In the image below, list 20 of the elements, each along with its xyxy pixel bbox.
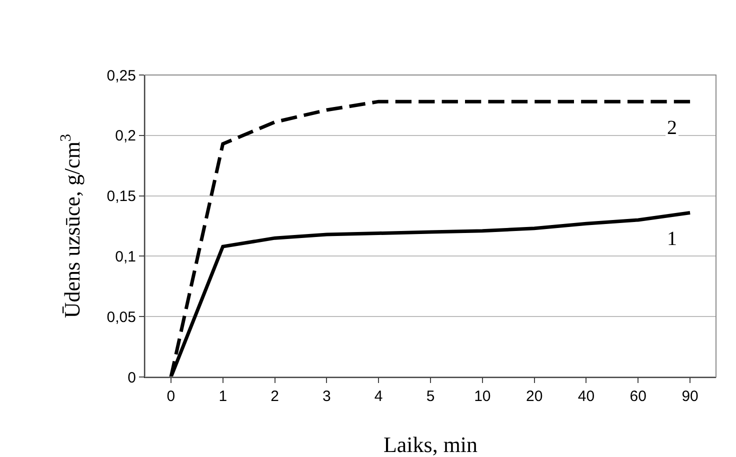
x-tick-label: 4: [374, 388, 383, 405]
x-tick-label: 20: [526, 388, 543, 405]
x-tick-label: 0: [166, 388, 176, 405]
x-tick-label: 2: [270, 388, 279, 405]
y-tick-label: 0,15: [106, 188, 136, 206]
y-tick-label: 0,1: [115, 248, 136, 266]
x-tick-label: 1: [218, 388, 228, 405]
series-label: 2: [667, 117, 677, 139]
x-tick-label: 60: [630, 388, 646, 405]
y-tick-label: 0,05: [106, 308, 136, 326]
x-tick-label: 40: [578, 388, 595, 405]
x-axis-title: Laiks, min: [383, 432, 478, 457]
x-tick-label: 3: [322, 388, 331, 405]
y-tick-label: 0: [128, 369, 136, 386]
x-tick-label: 5: [426, 388, 435, 405]
y-tick-label: 0,2: [115, 128, 136, 145]
series-label: 1: [667, 228, 677, 250]
x-tick-label: 90: [682, 388, 698, 405]
y-tick-label: 0,25: [106, 67, 136, 84]
x-tick-label: 10: [474, 388, 491, 405]
